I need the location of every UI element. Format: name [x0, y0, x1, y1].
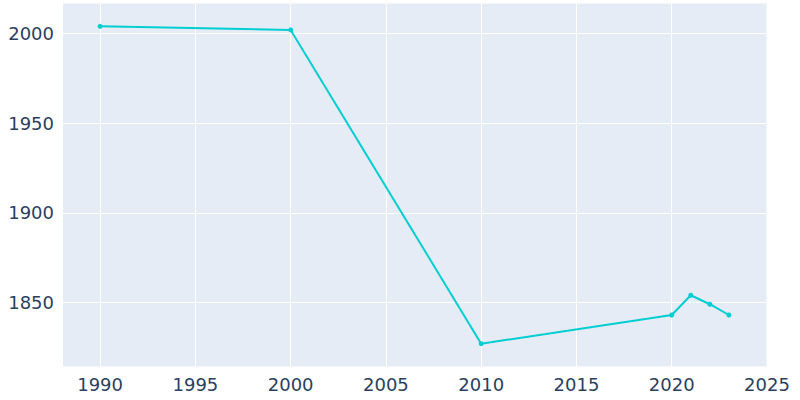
svg-text:1995: 1995 — [172, 374, 218, 395]
svg-text:2000: 2000 — [8, 23, 54, 44]
svg-text:2010: 2010 — [458, 374, 504, 395]
svg-text:1900: 1900 — [8, 202, 54, 223]
svg-text:2020: 2020 — [649, 374, 695, 395]
svg-text:2015: 2015 — [554, 374, 600, 395]
svg-text:2005: 2005 — [363, 374, 409, 395]
svg-text:1990: 1990 — [77, 374, 123, 395]
svg-text:2000: 2000 — [268, 374, 314, 395]
svg-text:2025: 2025 — [744, 374, 790, 395]
svg-text:1950: 1950 — [8, 113, 54, 134]
svg-text:1850: 1850 — [8, 292, 54, 313]
